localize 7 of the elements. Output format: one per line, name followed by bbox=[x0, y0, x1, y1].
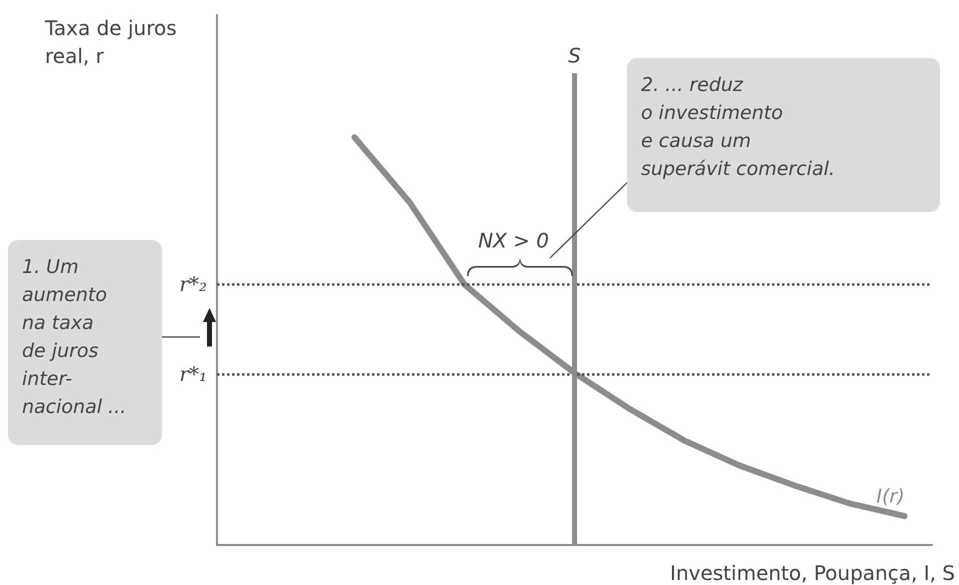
ref-line-label: r*₁ bbox=[179, 362, 207, 386]
ref-line-label: r*₂ bbox=[179, 272, 207, 296]
x-axis-title: Investimento, Poupança, I, S bbox=[670, 561, 955, 585]
series-label: I(r) bbox=[876, 486, 905, 508]
y-axis-title: Taxa de juros real, r bbox=[44, 16, 177, 68]
annotation: NX > 0 bbox=[478, 228, 549, 252]
annotation: 2. ... reduz o investimento e causa um superávit comercial. bbox=[641, 74, 835, 180]
